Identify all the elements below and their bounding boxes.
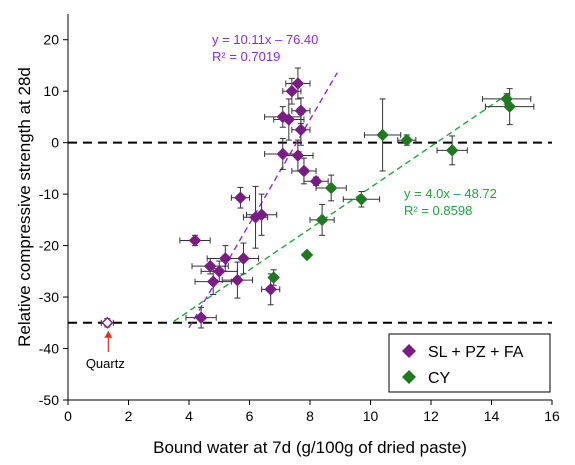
axes: 0 2 4 6 8 10 12 14 16 -50 -40 -30 -20 -10 0 10 20 <box>39 14 560 424</box>
data-point-slpzfa <box>276 147 290 161</box>
x-axis-label: Bound water at 7d (g/100g of dried paste… <box>153 438 467 457</box>
y-tick-label: 10 <box>43 83 59 99</box>
fit-line <box>173 92 511 322</box>
quartz-arrowhead <box>104 330 113 338</box>
data-point-cy <box>355 192 368 206</box>
y-tick-label: 0 <box>51 135 59 151</box>
fit-r2-cy: R² = 0.8598 <box>404 203 472 218</box>
x-tick-label: 14 <box>484 408 500 424</box>
data-point-slpzfa <box>282 113 296 126</box>
fit-lines <box>173 72 511 329</box>
fit-equation-labels: y = 10.11x – 76.40 R² = 0.7019 y = 4.0x … <box>212 32 497 218</box>
x-tick-label: 2 <box>125 408 133 424</box>
legend-marker-slpzfa <box>402 344 416 358</box>
data-point-slpzfa <box>101 316 114 329</box>
data-point-slpzfa <box>188 234 202 247</box>
data-point-slpzfa <box>203 259 217 273</box>
fit-line <box>188 72 338 329</box>
y-tick-label: -10 <box>39 186 59 202</box>
x-tick-label: 10 <box>363 408 379 424</box>
fit-equation-slpzfa: y = 10.11x – 76.40 <box>212 32 318 47</box>
legend-label-slpzfa: SL + PZ + FA <box>428 344 524 361</box>
data-point-slpzfa <box>206 275 220 288</box>
legend: SL + PZ + FA CY <box>388 333 551 393</box>
x-tick-label: 0 <box>64 408 72 424</box>
fit-r2-slpzfa: R² = 0.7019 <box>212 49 280 64</box>
data-point-slpzfa <box>234 191 247 205</box>
plot-area <box>68 67 552 329</box>
data-point-slpzfa <box>231 273 244 287</box>
data-point-slpzfa <box>294 104 308 118</box>
data-point-slpzfa <box>285 84 299 98</box>
data-point-slpzfa <box>212 264 226 278</box>
data-point-slpzfa <box>264 282 278 296</box>
data-point-slpzfa <box>255 208 268 222</box>
legend-marker-cy <box>402 370 416 384</box>
data-point-cy <box>503 100 517 113</box>
data-point-cy <box>267 271 281 284</box>
x-tick-label: 6 <box>246 408 254 424</box>
legend-label-cy: CY <box>428 370 451 387</box>
y-tick-label: 20 <box>43 32 59 48</box>
data-point-cy <box>315 213 329 227</box>
data-point-cy <box>445 144 459 157</box>
x-tick-label: 12 <box>423 408 439 424</box>
quartz-annotation: Quartz <box>86 330 125 371</box>
x-tick-label: 8 <box>306 408 314 424</box>
y-tick-label: -50 <box>39 392 59 408</box>
x-axis-ticks: 0 2 4 6 8 10 12 14 16 <box>64 400 560 424</box>
data-point-cy <box>324 181 338 195</box>
data-point-cy <box>376 128 389 142</box>
quartz-label: Quartz <box>86 356 125 371</box>
fit-equation-cy: y = 4.0x – 48.72 <box>404 186 497 201</box>
data-point-slpzfa <box>218 252 232 265</box>
data-markers <box>101 77 517 329</box>
reference-lines <box>68 141 552 324</box>
y-tick-label: -40 <box>39 341 59 357</box>
data-point-slpzfa <box>291 149 305 162</box>
data-point-cy <box>400 133 414 147</box>
data-point-slpzfa <box>297 164 311 178</box>
x-tick-label: 4 <box>185 408 193 424</box>
data-point-slpzfa <box>309 174 323 188</box>
data-point-slpzfa <box>291 77 305 90</box>
data-point-slpzfa <box>237 252 250 265</box>
y-axis-ticks: -50 -40 -30 -20 -10 0 10 20 <box>39 32 68 408</box>
x-tick-label: 16 <box>544 408 560 424</box>
data-point-cy <box>300 248 314 262</box>
y-tick-label: -30 <box>39 289 59 305</box>
data-point-slpzfa <box>194 311 208 325</box>
y-axis-label: Relative compressive strength at 28d <box>15 67 34 347</box>
legend-box <box>388 333 551 393</box>
y-tick-label: -20 <box>39 238 59 254</box>
data-point-slpzfa <box>294 123 308 137</box>
